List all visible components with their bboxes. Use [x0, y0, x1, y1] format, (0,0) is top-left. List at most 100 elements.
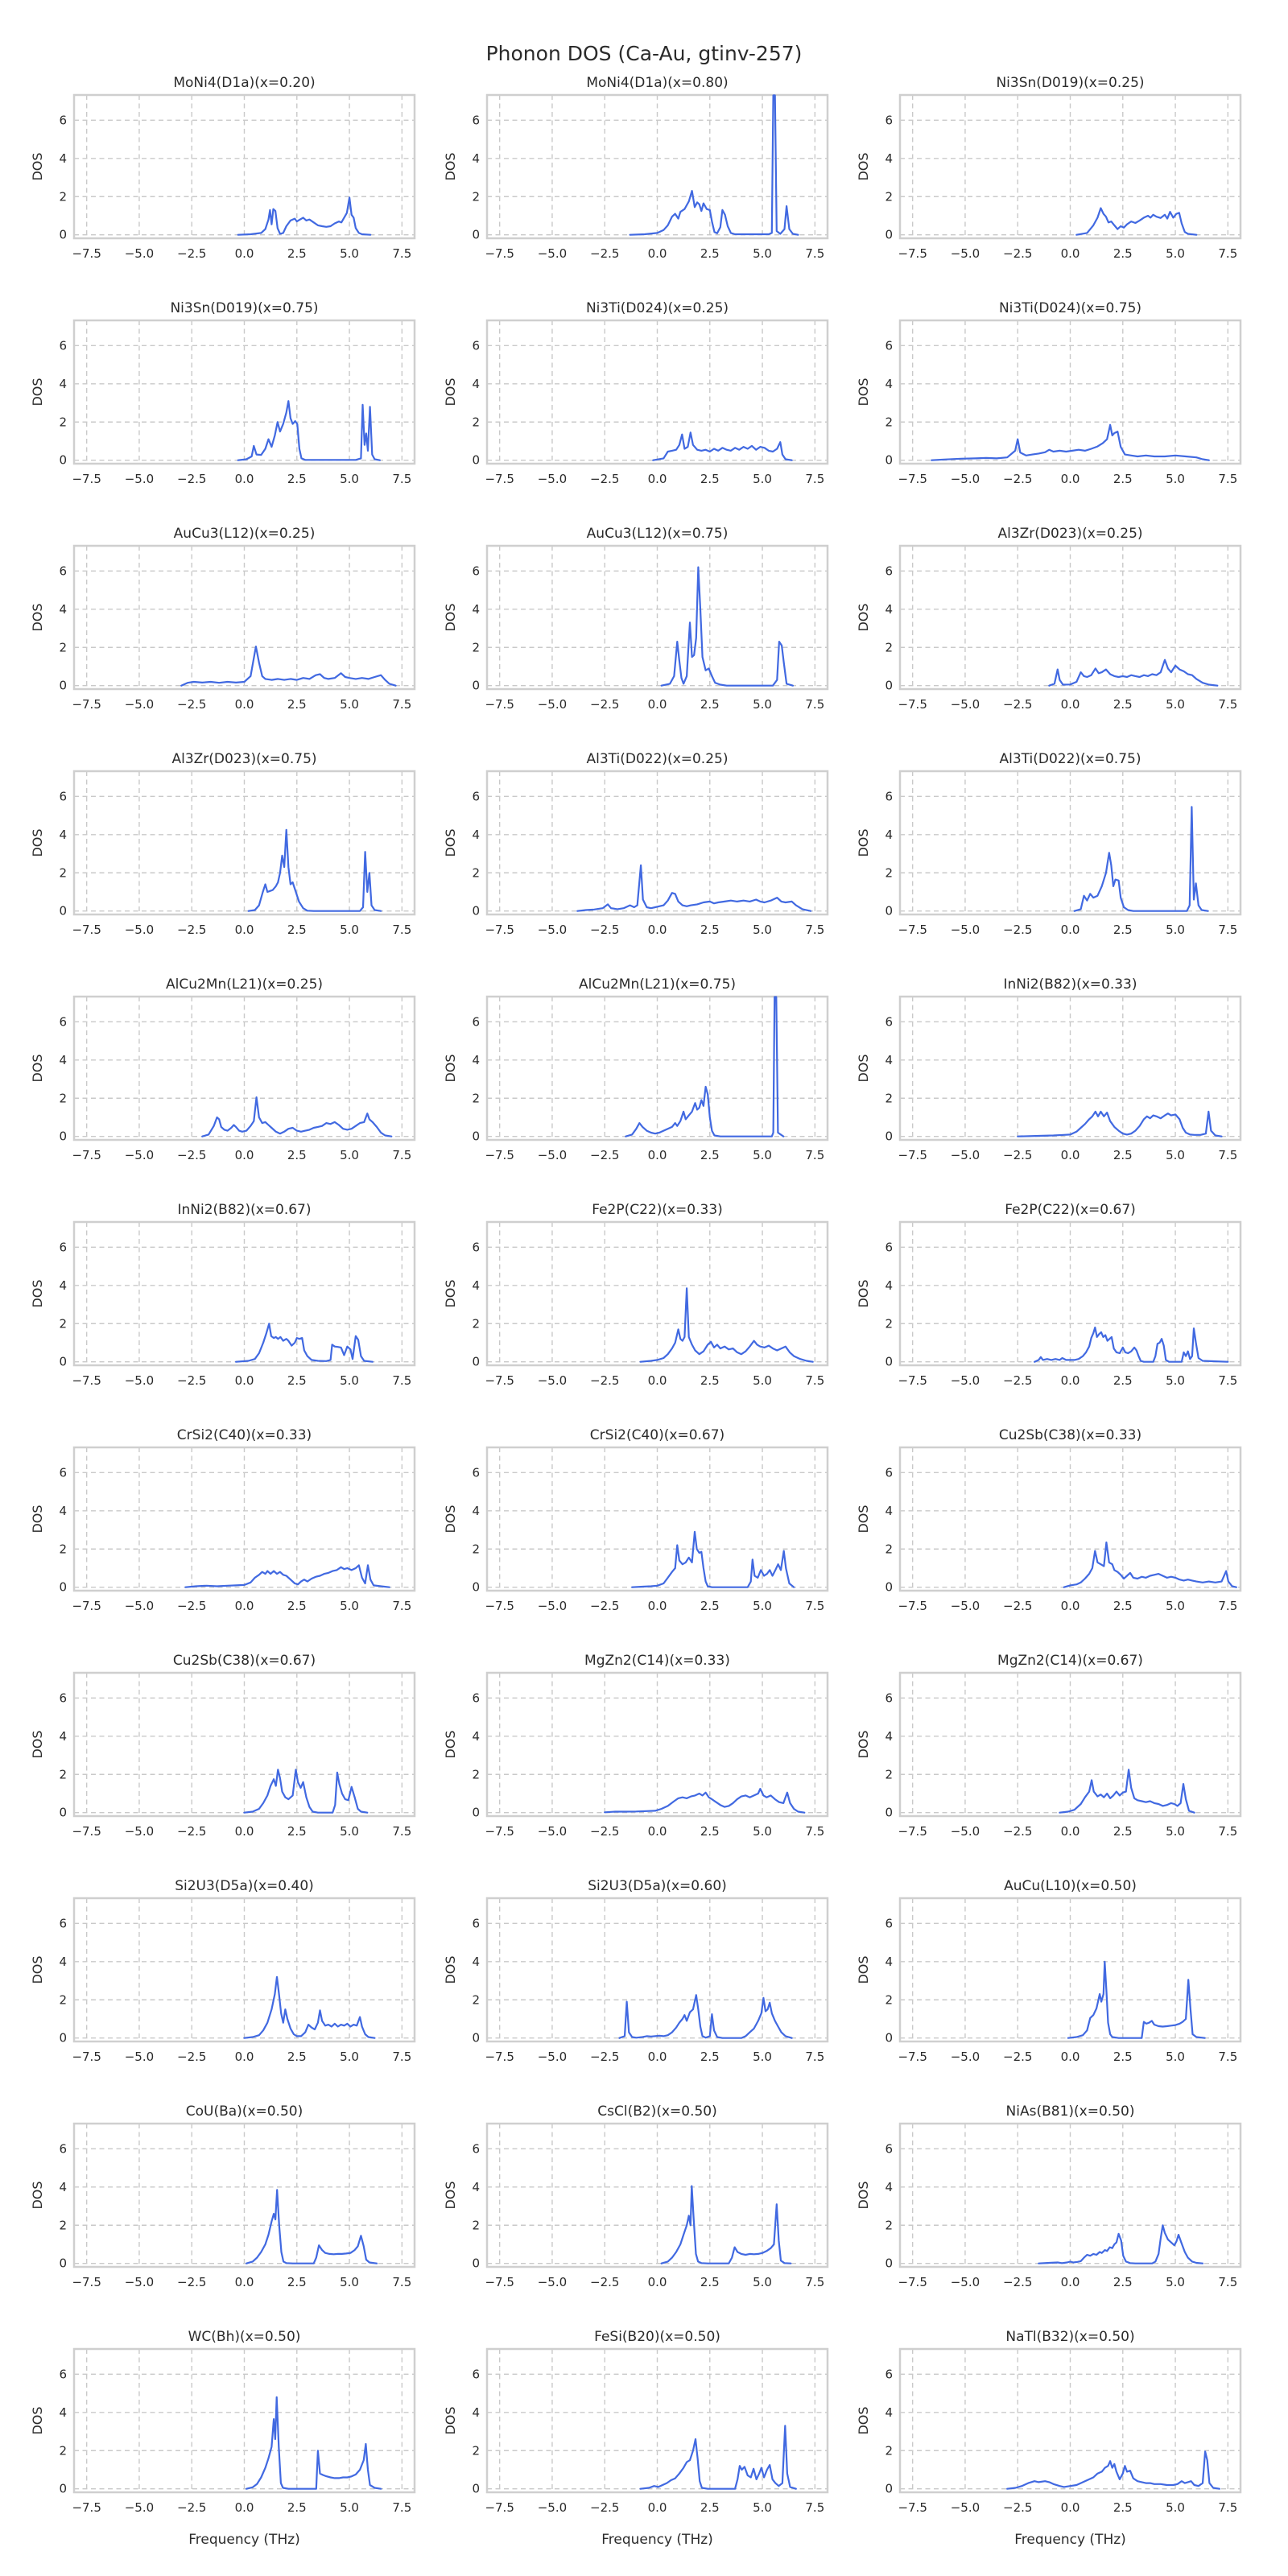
y-tick-label: 4	[472, 602, 480, 617]
subplot-canvas: NaTl(B32)(x=0.50) 0 2 4 6 −7.5 −5.0 −2.5 0.0 2.5 5…	[856, 2329, 1242, 2548]
frequency-axis-label: Frequency (THz)	[1014, 2532, 1126, 2548]
y-tick-label: 2	[472, 865, 480, 880]
dos-curve	[660, 566, 794, 687]
dos-curve	[1006, 2450, 1220, 2490]
axes-frame	[72, 544, 416, 691]
dos-axis-label: DOS	[856, 603, 871, 631]
x-tick-label: 7.5	[805, 246, 824, 261]
x-tick-label: 7.5	[805, 472, 824, 486]
x-tick-label: −2.5	[590, 1373, 619, 1388]
x-tick-label: 0.0	[1061, 1599, 1080, 1613]
x-tick-label: 0.0	[235, 1599, 254, 1613]
x-tick-label: −5.0	[125, 2500, 154, 2515]
x-tick-label: 0.0	[648, 246, 667, 261]
x-tick-label: −5.0	[125, 2275, 154, 2289]
axes-frame	[898, 2347, 1242, 2494]
x-tick-label: 7.5	[1218, 1148, 1237, 1162]
x-tick-label: −2.5	[1003, 2050, 1032, 2064]
dos-axis-label: DOS	[443, 1054, 458, 1082]
subplot-canvas: Ni3Ti(D024)(x=0.25) 0 2 4 6 −7.5 −5.0 −2.5 0.0 2.…	[443, 300, 829, 486]
subplot-21: Cu2Sb(C38)(x=0.67) 0 2 4 6 −7.5 −5.0 −2.5 0.0 2.5…	[24, 1650, 437, 1900]
x-tick-label: 0.0	[1061, 923, 1080, 937]
x-tick-label: −7.5	[485, 1824, 514, 1839]
y-tick-label: 4	[472, 2405, 480, 2420]
axes-frame	[72, 93, 416, 240]
y-tick-label: 2	[885, 2443, 893, 2458]
dos-axis-label: DOS	[30, 603, 45, 631]
x-tick-label: 5.0	[1166, 697, 1185, 712]
y-tick-label: 0	[59, 453, 67, 468]
axes-frame	[898, 1671, 1242, 1818]
subplot-title: WC(Bh)(x=0.50)	[188, 2329, 301, 2345]
x-tick-label: 5.0	[1166, 1599, 1185, 1613]
y-tick-label: 0	[885, 2482, 893, 2496]
axes-frame	[485, 1446, 829, 1592]
x-tick-label: 7.5	[392, 472, 411, 486]
subplot-canvas: Cu2Sb(C38)(x=0.67) 0 2 4 6 −7.5 −5.0 −2.5 0.0 2.5…	[30, 1653, 416, 1839]
x-tick-label: −2.5	[590, 1148, 619, 1162]
subplot-canvas: AuCu3(L12)(x=0.25) 0 2 4 6 −7.5 −5.0 −2.5 0.0 2.5…	[30, 526, 416, 712]
y-tick-label: 6	[472, 2141, 480, 2156]
subplot-title: AuCu3(L12)(x=0.25)	[174, 526, 316, 542]
y-tick-label: 4	[59, 2405, 67, 2420]
x-tick-label: 7.5	[1218, 1824, 1237, 1839]
x-tick-label: 7.5	[805, 2275, 824, 2289]
x-tick-label: −7.5	[72, 2050, 101, 2064]
subplot-14: InNi2(B82)(x=0.33) 0 2 4 6 −7.5 −5.0 −2.5 0.0 2.5…	[850, 974, 1263, 1224]
x-tick-label: −7.5	[898, 472, 927, 486]
y-tick-label: 0	[472, 453, 480, 468]
x-tick-label: −5.0	[125, 2050, 154, 2064]
subplot-title: AuCu3(L12)(x=0.75)	[587, 526, 729, 542]
x-tick-label: 5.0	[340, 1373, 359, 1388]
dos-axis-label: DOS	[443, 1505, 458, 1533]
x-tick-label: 0.0	[648, 1148, 667, 1162]
subplot-title: FeSi(B20)(x=0.50)	[594, 2329, 720, 2345]
y-tick-label: 4	[472, 2180, 480, 2194]
dos-axis-label: DOS	[30, 2406, 45, 2434]
x-tick-label: −5.0	[538, 1599, 567, 1613]
x-tick-label: −7.5	[485, 2050, 514, 2064]
dos-curve	[660, 2185, 792, 2264]
x-tick-label: −2.5	[1003, 246, 1032, 261]
x-tick-label: −7.5	[72, 246, 101, 261]
y-tick-label: 6	[59, 1465, 67, 1480]
y-tick-label: 2	[59, 865, 67, 880]
y-tick-label: 2	[59, 415, 67, 429]
x-tick-label: −2.5	[590, 246, 619, 261]
x-tick-label: 0.0	[648, 1373, 667, 1388]
subplot-6: AuCu3(L12)(x=0.25) 0 2 4 6 −7.5 −5.0 −2.5 0.0 2.5…	[24, 523, 437, 773]
subplot-canvas: Al3Ti(D022)(x=0.25) 0 2 4 6 −7.5 −5.0 −2.5 0.0 2.…	[443, 751, 829, 937]
x-tick-label: 7.5	[1218, 1599, 1237, 1613]
x-tick-label: 5.0	[340, 472, 359, 486]
x-tick-label: −7.5	[485, 2500, 514, 2515]
frequency-axis-label: Frequency (THz)	[601, 2532, 713, 2548]
x-tick-label: −2.5	[1003, 472, 1032, 486]
x-tick-label: 7.5	[392, 2275, 411, 2289]
x-tick-label: 5.0	[753, 1599, 772, 1613]
subplot-28: CsCl(B2)(x=0.50) 0 2 4 6 −7.5 −5.0 −2.5 0.0 2.5 5.…	[437, 2101, 850, 2351]
x-tick-label: 5.0	[753, 2050, 772, 2064]
y-tick-label: 0	[59, 2482, 67, 2496]
y-tick-label: 4	[59, 2180, 67, 2194]
dos-curve	[1075, 207, 1198, 236]
subplot-title: AlCu2Mn(L21)(x=0.75)	[579, 976, 736, 993]
y-tick-label: 2	[472, 189, 480, 204]
dos-curve	[184, 1564, 390, 1588]
y-tick-label: 0	[59, 1129, 67, 1144]
x-tick-label: 7.5	[805, 697, 824, 712]
x-tick-label: 2.5	[287, 1373, 307, 1388]
y-tick-label: 4	[885, 2180, 893, 2194]
axes-frame	[898, 1220, 1242, 1367]
y-tick-label: 6	[59, 338, 67, 353]
x-tick-label: 2.5	[700, 1599, 720, 1613]
x-tick-label: −2.5	[590, 2275, 619, 2289]
x-tick-label: 7.5	[392, 1824, 411, 1839]
subplot-0: MoNi4(D1a)(x=0.20) 0 2 4 6 −7.5 −5.0 −2.5 0.0 2.5…	[24, 72, 437, 322]
y-tick-label: 0	[472, 1355, 480, 1369]
x-tick-label: 5.0	[1166, 1824, 1185, 1839]
x-tick-label: −2.5	[177, 1373, 206, 1388]
x-tick-label: −5.0	[538, 923, 567, 937]
x-tick-label: −7.5	[72, 1599, 101, 1613]
dos-axis-label: DOS	[443, 1955, 458, 1984]
x-tick-label: −5.0	[538, 246, 567, 261]
